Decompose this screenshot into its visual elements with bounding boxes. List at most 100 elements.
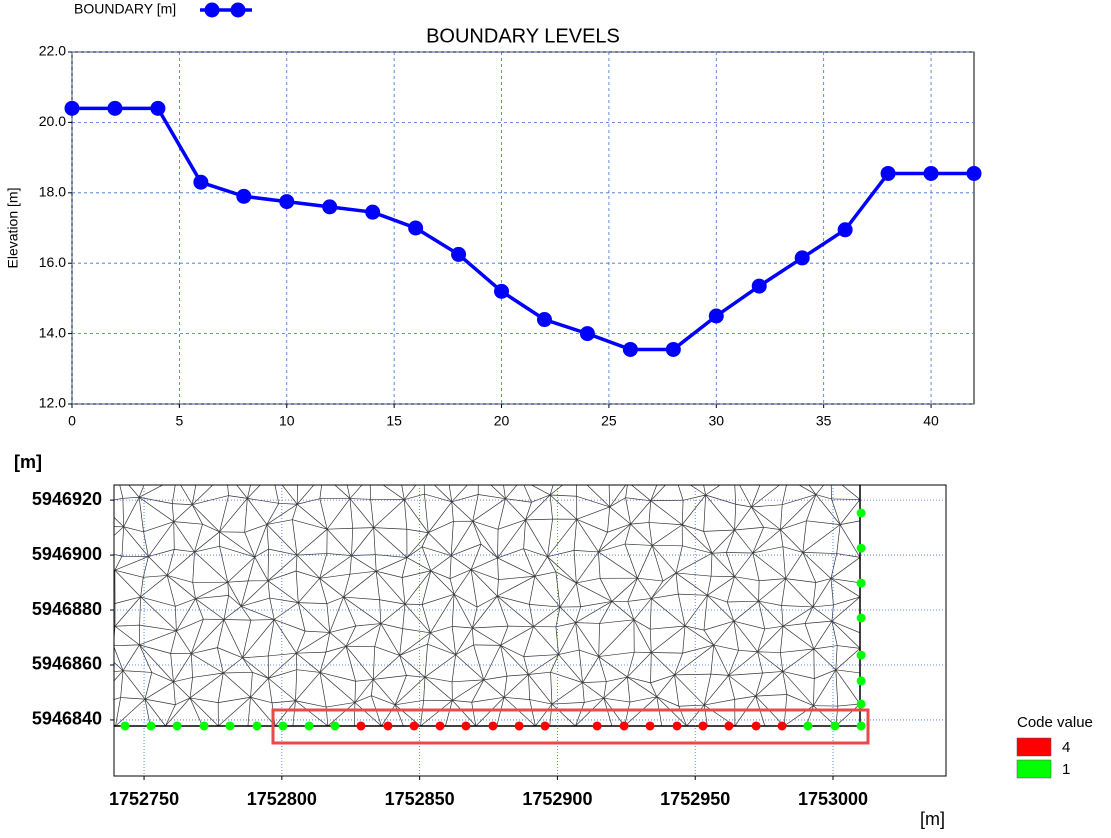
mesh-edge [609, 480, 628, 482]
point [225, 721, 235, 731]
mesh-edge [244, 532, 256, 558]
mesh-edge [139, 596, 141, 626]
mesh-edge [627, 601, 635, 620]
mesh-edge [782, 625, 815, 650]
mesh-edge [633, 598, 652, 621]
mesh-edge [835, 648, 860, 671]
mesh-edge [373, 527, 407, 530]
mesh-edge [758, 600, 782, 606]
mesh-edge [191, 653, 224, 674]
mesh-edge [173, 521, 203, 525]
mesh-edge [296, 651, 326, 654]
mesh-edge [424, 654, 456, 678]
mesh-edge [217, 647, 224, 674]
mesh-edge [830, 578, 860, 584]
mesh-edge [271, 700, 296, 704]
mesh-edge [675, 552, 713, 574]
legend-swatch [1016, 737, 1052, 757]
mesh-edge [504, 696, 530, 700]
mesh-edge [194, 545, 220, 553]
mesh-edge [751, 485, 761, 508]
mesh-edge [148, 521, 175, 557]
mesh-edge [607, 523, 631, 533]
mesh-edge [217, 672, 224, 703]
mesh-edge [424, 676, 453, 683]
mesh-edge [555, 571, 561, 608]
mesh-edge [815, 578, 832, 583]
mesh-edge [399, 628, 404, 656]
mesh-edge [808, 485, 817, 495]
mesh-edge [502, 473, 522, 480]
mesh-edge [500, 645, 524, 657]
mesh-edge [662, 572, 677, 582]
mesh-edge [166, 575, 196, 599]
mesh-edge [757, 651, 783, 672]
mesh-edge [198, 472, 227, 475]
mesh-edge [176, 475, 197, 478]
mesh-edge [758, 600, 784, 627]
mesh-edge [189, 697, 219, 726]
mesh-edge [369, 485, 371, 500]
mesh-edge [453, 594, 473, 629]
point [794, 250, 810, 266]
point [592, 721, 602, 731]
mesh-edge [402, 628, 431, 634]
mesh-edge [813, 669, 837, 706]
mesh-edge [244, 524, 268, 533]
x-tick-label: 1752850 [385, 789, 455, 809]
mesh-edge [247, 556, 256, 581]
mesh-edge [675, 572, 708, 596]
mesh-edge [227, 556, 255, 583]
point [514, 721, 524, 731]
mesh-edge [191, 485, 197, 505]
x-tick-label: 1752950 [660, 789, 730, 809]
point [856, 613, 866, 623]
mesh-edge [533, 626, 559, 655]
mesh-edge [497, 498, 506, 530]
mesh-edge [180, 485, 193, 505]
mesh-edge [726, 576, 735, 603]
mesh-edge [244, 498, 248, 533]
mesh-edge [376, 557, 408, 572]
mesh-edge [684, 625, 714, 646]
mesh-edge [394, 675, 407, 705]
mesh-edge [273, 619, 297, 654]
series-line [72, 106, 974, 352]
mesh-edge [470, 569, 498, 597]
mesh-edge [500, 645, 508, 677]
mesh-edge [497, 519, 526, 530]
y-tick-label: 16.0 [39, 254, 66, 270]
mesh-edge [651, 572, 677, 599]
mesh-edge [575, 622, 600, 624]
mesh-edge [650, 625, 686, 630]
mesh-edge [555, 626, 559, 655]
mesh-edge [192, 582, 196, 599]
mesh-edge [250, 696, 273, 704]
mesh-edge [345, 646, 356, 682]
mesh-edge [703, 595, 708, 631]
mesh-edge [430, 594, 455, 633]
mesh-edge [576, 506, 610, 520]
mesh-edge [503, 676, 508, 698]
mesh-edge [528, 674, 553, 705]
mesh-edge [298, 474, 323, 478]
chart-title: BOUNDARY LEVELS [426, 25, 620, 47]
mesh-edge [120, 697, 146, 700]
mesh-edge [266, 503, 280, 525]
mesh-edge [528, 674, 531, 700]
mesh-edge [497, 529, 499, 558]
mesh-edge [114, 570, 116, 573]
mesh-edge [651, 545, 677, 574]
x-tick-label: 10 [279, 413, 295, 429]
mesh-edge [148, 556, 168, 576]
mesh-edge [650, 499, 684, 502]
mesh-edge [379, 599, 406, 605]
mesh-edge [523, 548, 536, 577]
mesh-edge [326, 702, 355, 708]
mesh-edge [173, 677, 193, 683]
mesh-edge [349, 485, 363, 499]
mesh-edge [759, 578, 786, 582]
mesh-edge [176, 630, 192, 654]
mesh-edge [815, 494, 841, 525]
mesh-edge [650, 652, 652, 683]
